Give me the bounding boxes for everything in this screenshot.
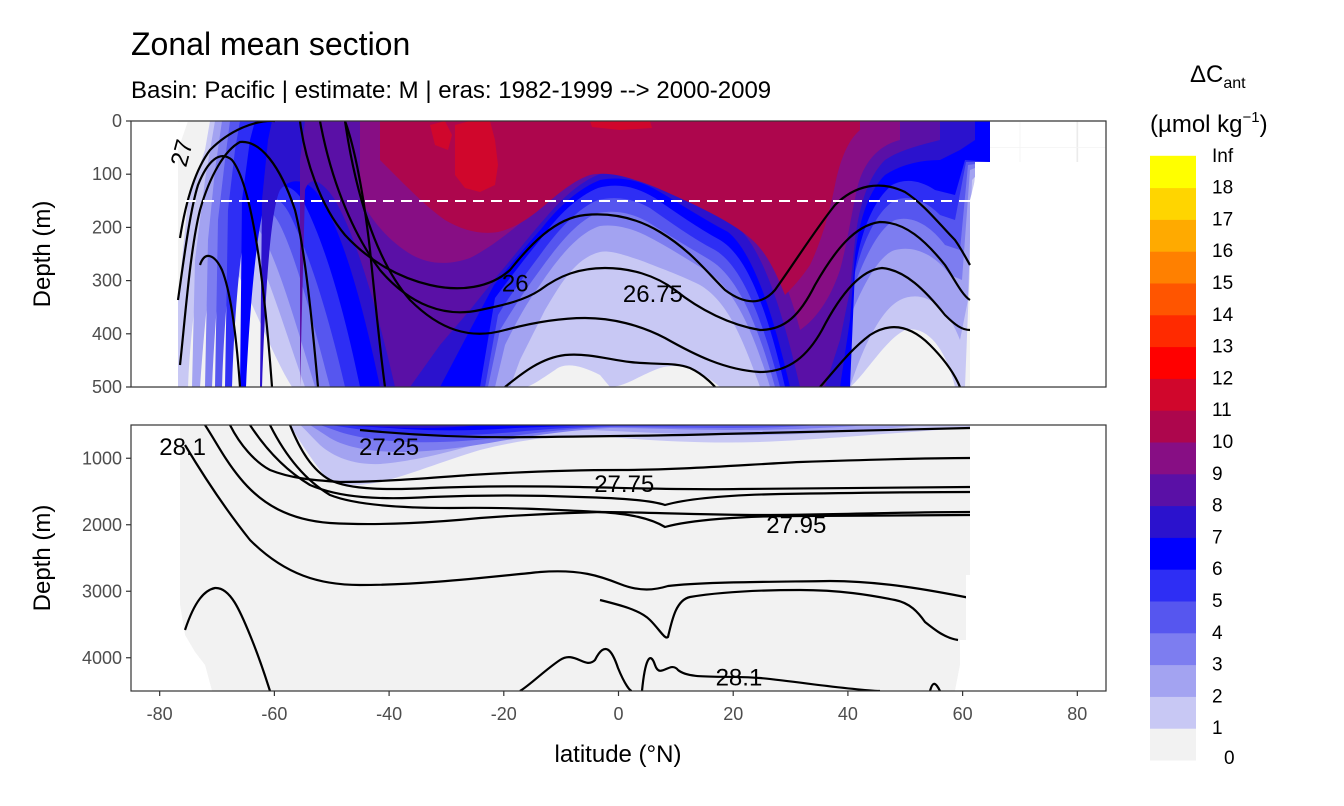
contour-label: 27.75 <box>594 471 654 498</box>
legend-swatch <box>1150 569 1196 602</box>
x-tick-label: 60 <box>953 704 973 724</box>
legend-swatch <box>1150 696 1196 729</box>
upper-panel-y-axis: 0 100 200 300 400 500 <box>92 111 131 397</box>
field-edge-mask-left <box>131 121 178 387</box>
legend-swatch <box>1150 378 1196 411</box>
legend-swatch <box>1150 187 1196 220</box>
field-level-0-lower <box>180 425 970 691</box>
legend-break-label: 16 <box>1212 241 1233 262</box>
upper-panel: 27 <box>130 120 1107 388</box>
legend-break-label: 5 <box>1212 591 1223 612</box>
x-tick-label: -40 <box>376 704 402 724</box>
y-tick-label: 4000 <box>82 648 122 668</box>
legend-swatch <box>1150 632 1196 666</box>
field-level-11 <box>455 121 498 192</box>
y-tick-label: 1000 <box>82 448 122 468</box>
legend-break-label: 15 <box>1212 273 1233 294</box>
x-tick-label: -60 <box>261 704 287 724</box>
chart-title: Zonal mean section <box>131 26 410 62</box>
field-level-11c <box>590 121 652 130</box>
legend-swatch <box>1150 410 1196 443</box>
legend-swatch <box>1150 314 1196 348</box>
y-tick-label: 300 <box>92 271 122 291</box>
lower-panel <box>130 424 1107 692</box>
legend-swatch <box>1150 283 1196 316</box>
legend-swatch <box>1150 219 1196 252</box>
y-tick-label: 200 <box>92 217 122 237</box>
field-level-7-lower <box>345 425 480 428</box>
legend-swatch <box>1150 155 1196 189</box>
legend-break-label: 6 <box>1212 559 1223 580</box>
legend-swatch <box>1150 728 1196 761</box>
legend-break-label: 10 <box>1212 432 1233 453</box>
legend-title: ΔCant <box>1190 61 1246 92</box>
lower-panel-ylabel: Depth (m) <box>29 505 56 612</box>
legend-break-label: 18 <box>1212 178 1233 199</box>
legend-swatch <box>1150 346 1196 379</box>
field-edge-mask-lower <box>955 425 1106 691</box>
field-edge-mask <box>970 162 1106 387</box>
contour-labels: 26 26.75 28.1 27.25 27.75 27.95 28.1 <box>159 270 826 691</box>
legend-break-label: 14 <box>1212 305 1234 326</box>
legend-break-label: 12 <box>1212 368 1233 389</box>
color-legend: ΔCant (µmol kg−1) 0123456789101112131415… <box>1150 61 1268 769</box>
legend-swatch <box>1150 505 1196 538</box>
x-tick-label: -80 <box>147 704 173 724</box>
legend-break-label: 4 <box>1212 623 1223 644</box>
x-axis-label: latitude (°N) <box>555 741 682 768</box>
contour-label: 27.95 <box>766 512 826 539</box>
upper-panel-ylabel: Depth (m) <box>29 201 56 308</box>
legend-break-label: 8 <box>1212 496 1223 517</box>
legend-break-label: 1 <box>1212 718 1223 739</box>
legend-swatch <box>1150 442 1196 475</box>
legend-break-label: 7 <box>1212 527 1223 548</box>
legend-break-label: 13 <box>1212 337 1233 358</box>
legend-break-label: Inf <box>1212 146 1234 167</box>
contour-label: 26 <box>502 270 529 297</box>
upper-panel-field: 27 <box>131 121 1106 387</box>
legend-break-label: 2 <box>1212 686 1223 707</box>
x-tick-label: 0 <box>613 704 623 724</box>
y-tick-label: 100 <box>92 164 122 184</box>
y-tick-label: 3000 <box>82 581 122 601</box>
x-tick-label: 80 <box>1067 704 1087 724</box>
contour-label: 26.75 <box>623 281 683 308</box>
legend-break-label: 9 <box>1212 464 1223 485</box>
field-level-11b <box>430 121 452 150</box>
legend-unit: (µmol kg−1) <box>1150 109 1268 138</box>
lower-panel-contours <box>183 425 971 691</box>
y-tick-label: 400 <box>92 324 122 344</box>
lower-panel-field <box>131 425 1106 691</box>
y-tick-label: 500 <box>92 377 122 397</box>
contour-label: 28.1 <box>159 434 206 461</box>
contour-label: 28.1 <box>716 665 763 692</box>
x-tick-label: 40 <box>838 704 858 724</box>
y-tick-label: 0 <box>112 111 122 131</box>
legend-swatch <box>1150 473 1196 507</box>
legend-break-label: 0 <box>1224 748 1235 769</box>
legend-break-label: 17 <box>1212 209 1233 230</box>
lower-panel-y-axis: 1000 2000 3000 4000 <box>82 448 131 668</box>
y-tick-label: 2000 <box>82 515 122 535</box>
upper-panel-contours <box>176 121 971 387</box>
contour-label: 27.25 <box>359 434 419 461</box>
chart-subtitle: Basin: Pacific | estimate: M | eras: 198… <box>131 77 771 104</box>
legend-break-label: 3 <box>1212 655 1223 676</box>
legend-swatch <box>1150 601 1196 634</box>
legend-swatch <box>1150 664 1196 697</box>
legend-swatch <box>1150 251 1196 284</box>
legend-swatch <box>1150 537 1196 570</box>
x-tick-label: 20 <box>723 704 743 724</box>
legend-break-label: 11 <box>1212 400 1232 421</box>
field-level-10 <box>380 121 860 295</box>
x-axis: -80 -60 -40 -20 0 20 40 60 80 <box>147 691 1087 724</box>
x-tick-label: -20 <box>491 704 517 724</box>
field-edge-mask-lower-left <box>131 425 212 691</box>
